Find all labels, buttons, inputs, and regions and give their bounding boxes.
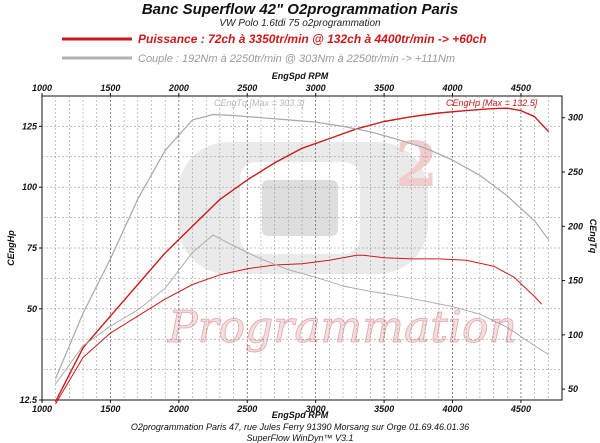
legend-label-couple: Couple : 192Nm à 2250tr/min @ 303Nm à 22… [138, 53, 455, 65]
y-left-tick-label: 12.5 [19, 395, 38, 405]
series-line-4 [55, 234, 549, 385]
chart-title: Banc Superflow 42" O2programmation Paris [142, 1, 458, 18]
series-line-3 [55, 113, 549, 379]
series-line-2 [55, 254, 542, 405]
y-right-tick-label: 50 [568, 384, 578, 394]
x-tick-label-bottom: 2000 [168, 404, 189, 414]
chart-subtitle: VW Polo 1.6tdi 75 o2programmation [219, 18, 381, 29]
x-axis-label-top: EngSpd RPM [272, 71, 329, 81]
y-axis-label-left: CEngHp [6, 230, 16, 266]
annotation-hp-max: CEngHp [Max = 132.5] [446, 98, 538, 108]
y-right-tick-label: 100 [568, 330, 583, 340]
grid [42, 96, 562, 400]
y-right-tick-label: 200 [567, 221, 583, 231]
watermark-text: Programmation [167, 302, 517, 353]
svg-text:2: 2 [395, 128, 438, 201]
x-tick-label-top: 4500 [510, 83, 531, 93]
x-tick-label-top: 3500 [374, 83, 394, 93]
o2-logo-watermark: 2 [178, 128, 438, 274]
x-tick-label-top: 1000 [32, 83, 52, 93]
x-tick-label-bottom: 1500 [100, 404, 120, 414]
annotation-tq-max: CEngTq [Max = 303.3] [214, 98, 305, 108]
x-tick-label-top: 4000 [442, 83, 463, 93]
y-left-tick-label: 50 [27, 304, 37, 314]
footer-software: SuperFlow WinDyn™ V3.1 [247, 433, 354, 443]
y-left-tick-label: 75 [27, 243, 38, 253]
x-tick-label-bottom: 1000 [32, 404, 52, 414]
x-tick-label-top: 3000 [306, 83, 326, 93]
footer-address: O2programmation Paris 47, rue Jules Ferr… [131, 422, 469, 432]
x-tick-label-bottom: 2500 [236, 404, 257, 414]
series-line-1 [55, 107, 549, 402]
y-left-tick-label: 100 [22, 182, 37, 192]
x-tick-label-bottom: 3500 [374, 404, 394, 414]
legend-label-puissance: Puissance : 72ch à 3350tr/min @ 132ch à … [138, 32, 487, 46]
x-tick-label-bottom: 4000 [442, 404, 463, 414]
x-tick-label-top: 1500 [100, 83, 120, 93]
y-left-tick-label: 125 [22, 121, 38, 131]
x-tick-label-bottom: 3000 [306, 404, 326, 414]
y-axis-label-right: CEngTq [588, 219, 598, 254]
x-tick-label-top: 2500 [236, 83, 257, 93]
series-lines [55, 107, 549, 405]
y-right-tick-label: 300 [568, 113, 583, 123]
legend: Puissance : 72ch à 3350tr/min @ 132ch à … [62, 32, 487, 65]
y-right-tick-label: 150 [568, 276, 583, 286]
x-tick-label-bottom: 4500 [510, 404, 531, 414]
x-tick-label-top: 2000 [168, 83, 189, 93]
x-axis-label-bottom: EngSpd RPM [272, 410, 329, 420]
y-right-tick-label: 250 [567, 167, 583, 177]
axis-ticks: 1000 1000 1500 1500 2000 2000 2500 2500 3000 3000… [19, 83, 583, 414]
